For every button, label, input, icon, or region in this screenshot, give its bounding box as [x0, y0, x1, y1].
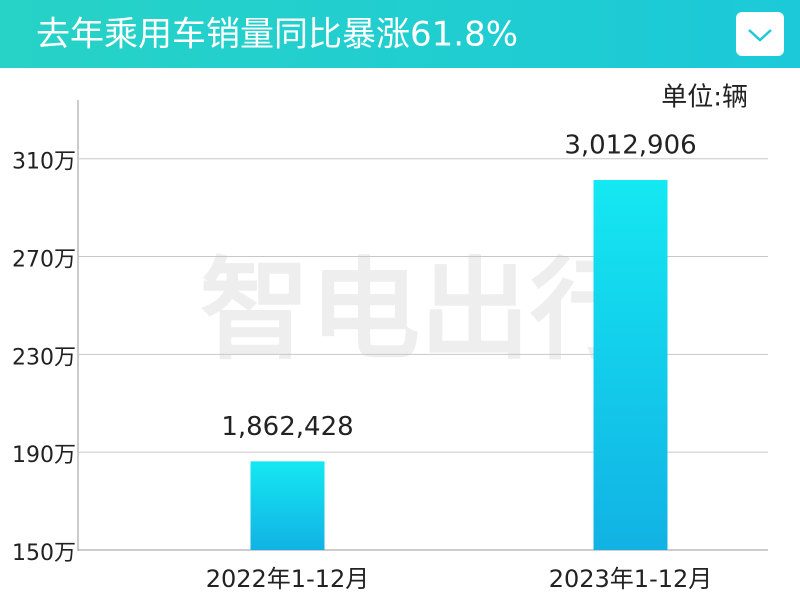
watermark: 智电出行 [200, 246, 640, 374]
y-tick-label: 230万 [12, 345, 76, 370]
bar [593, 179, 668, 550]
data-label: 1,862,428 [221, 412, 353, 442]
bar [250, 461, 325, 550]
y-tick-label: 270万 [12, 248, 76, 273]
x-tick-label: 2023年1-12月 [549, 565, 713, 593]
unit-label: 单位:辆 [661, 83, 748, 113]
data-label: 3,012,906 [564, 130, 696, 160]
dropdown-button[interactable] [736, 12, 784, 56]
header-title: 去年乘用车销量同比暴涨61.8% [36, 15, 518, 55]
y-tick-label: 190万 [12, 443, 76, 468]
x-tick-label: 2022年1-12月 [206, 565, 370, 593]
y-tick-label: 310万 [12, 150, 76, 175]
y-tick-label: 150万 [12, 541, 76, 566]
header-bar [0, 0, 800, 68]
